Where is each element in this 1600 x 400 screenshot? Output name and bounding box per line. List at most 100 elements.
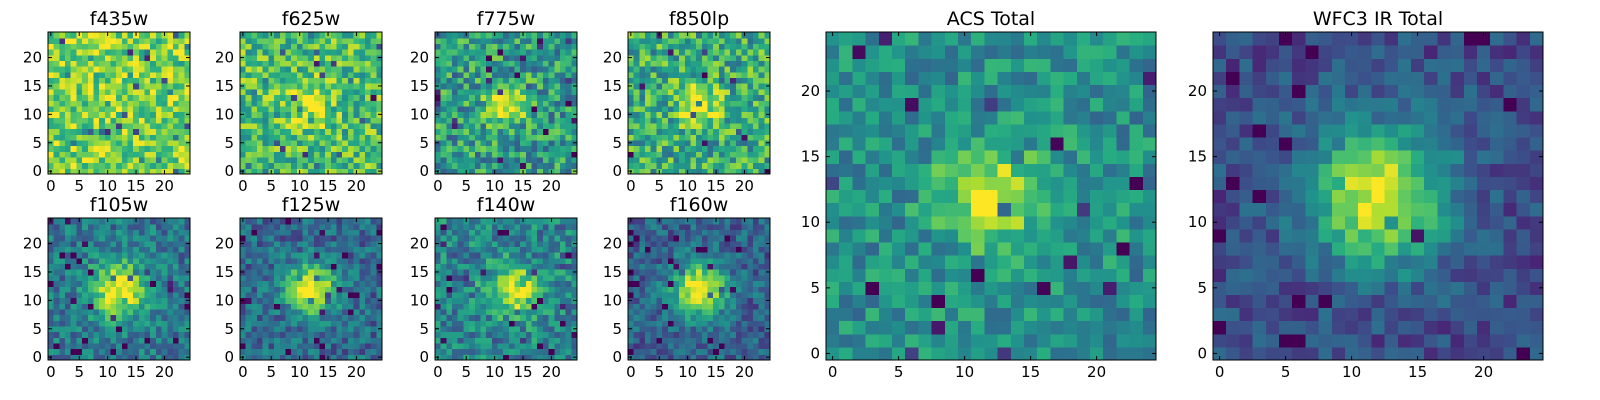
heatmap-cell bbox=[554, 71, 561, 79]
heatmap-cell bbox=[480, 252, 487, 259]
heatmap-cell bbox=[285, 60, 292, 67]
heatmap-cell bbox=[758, 274, 765, 282]
heatmap-cell bbox=[537, 337, 544, 344]
heatmap-cell bbox=[296, 314, 304, 321]
heatmap-cell bbox=[701, 337, 709, 344]
heatmap-cell bbox=[718, 128, 726, 135]
heatmap-cell bbox=[741, 291, 748, 299]
heatmap-cell bbox=[76, 297, 83, 304]
heatmap-cell bbox=[110, 218, 117, 225]
heatmap-cell bbox=[559, 88, 567, 96]
heatmap-cell bbox=[342, 117, 349, 124]
heatmap-cell bbox=[446, 286, 453, 293]
heatmap-cell bbox=[76, 269, 83, 276]
heatmap-cell bbox=[330, 252, 338, 259]
heatmap-cell bbox=[690, 134, 697, 141]
heatmap-cell bbox=[724, 168, 731, 175]
heatmap-cell bbox=[302, 168, 309, 175]
heatmap-cell bbox=[469, 297, 476, 304]
heatmap-cell bbox=[285, 240, 292, 247]
heatmap-cell bbox=[525, 49, 533, 56]
heatmap-cell bbox=[571, 342, 578, 350]
x-tick-label: 5 bbox=[74, 177, 84, 195]
heatmap-cell bbox=[302, 83, 309, 90]
heatmap-cell bbox=[633, 83, 640, 90]
heatmap-cell bbox=[531, 37, 538, 44]
heatmap-cell bbox=[138, 105, 146, 113]
heatmap-cell bbox=[486, 263, 493, 270]
heatmap-cell bbox=[251, 308, 258, 316]
heatmap-cell bbox=[302, 54, 309, 61]
heatmap-cell bbox=[59, 32, 66, 39]
heatmap-cell bbox=[262, 303, 269, 310]
heatmap-cell bbox=[735, 105, 743, 113]
heatmap-cell bbox=[565, 320, 572, 327]
heatmap-cell bbox=[359, 257, 366, 265]
heatmap-cell bbox=[701, 128, 709, 135]
heatmap-cell bbox=[262, 88, 269, 96]
heatmap-cell bbox=[474, 88, 482, 96]
heatmap-cell bbox=[514, 60, 521, 67]
heatmap-cell bbox=[144, 122, 151, 130]
heatmap-cell bbox=[308, 308, 315, 316]
heatmap-cell bbox=[144, 162, 151, 169]
heatmap-cell bbox=[93, 43, 100, 50]
heatmap-cell bbox=[474, 252, 482, 259]
heatmap-cell bbox=[531, 257, 538, 265]
heatmap-cell bbox=[291, 37, 298, 44]
heatmap-cell bbox=[446, 280, 453, 287]
heatmap-cell bbox=[167, 320, 174, 327]
heatmap-cell bbox=[542, 134, 550, 141]
heatmap-cell bbox=[628, 314, 635, 321]
heatmap-cell bbox=[353, 66, 360, 73]
heatmap-cell bbox=[435, 348, 442, 355]
heatmap-cell bbox=[167, 257, 174, 265]
heatmap-cell bbox=[330, 105, 338, 113]
heatmap-cell bbox=[82, 218, 89, 225]
heatmap-cell bbox=[127, 162, 134, 169]
heatmap-cell bbox=[554, 32, 561, 39]
heatmap-cell bbox=[463, 240, 470, 247]
heatmap-cell bbox=[701, 60, 709, 67]
heatmap-cell bbox=[474, 156, 482, 164]
heatmap-cell bbox=[342, 94, 349, 101]
heatmap-cell bbox=[116, 325, 123, 333]
heatmap-cell bbox=[469, 100, 476, 107]
heatmap-cell bbox=[291, 60, 298, 67]
heatmap-cell bbox=[735, 60, 743, 67]
heatmap-cell bbox=[48, 151, 55, 158]
heatmap-cell bbox=[121, 263, 129, 270]
heatmap-cell bbox=[752, 128, 760, 135]
heatmap-cell bbox=[116, 303, 123, 310]
heatmap-cell bbox=[667, 151, 675, 158]
heatmap-cell bbox=[296, 280, 304, 287]
heatmap-cell bbox=[127, 94, 134, 101]
heatmap-cell bbox=[133, 105, 140, 113]
heatmap-cell bbox=[359, 100, 366, 107]
heatmap-cell bbox=[565, 49, 572, 56]
panel-title: f105w bbox=[90, 194, 149, 216]
heatmap-cell bbox=[110, 320, 117, 327]
heatmap-cell bbox=[279, 151, 287, 158]
heatmap-cell bbox=[508, 235, 516, 242]
heatmap-cell bbox=[446, 314, 453, 321]
heatmap-cell bbox=[679, 139, 686, 147]
heatmap-cell bbox=[274, 354, 281, 361]
heatmap-cell bbox=[446, 94, 453, 101]
heatmap-cell bbox=[70, 162, 77, 169]
heatmap-cell bbox=[480, 280, 487, 287]
heatmap-cell bbox=[525, 337, 533, 344]
heatmap-cell bbox=[684, 325, 692, 333]
heatmap-cell bbox=[554, 246, 561, 253]
heatmap-cell bbox=[370, 94, 377, 101]
heatmap-cell bbox=[184, 32, 191, 39]
heatmap-cell bbox=[713, 303, 720, 310]
heatmap-cell bbox=[76, 54, 83, 61]
heatmap-cell bbox=[274, 218, 281, 225]
x-tick-label: 20 bbox=[542, 363, 561, 381]
heatmap-cell bbox=[99, 122, 106, 130]
heatmap-cell bbox=[274, 320, 281, 327]
heatmap-cell bbox=[463, 60, 470, 67]
heatmap-cell bbox=[59, 139, 66, 147]
heatmap-cell bbox=[537, 94, 544, 101]
